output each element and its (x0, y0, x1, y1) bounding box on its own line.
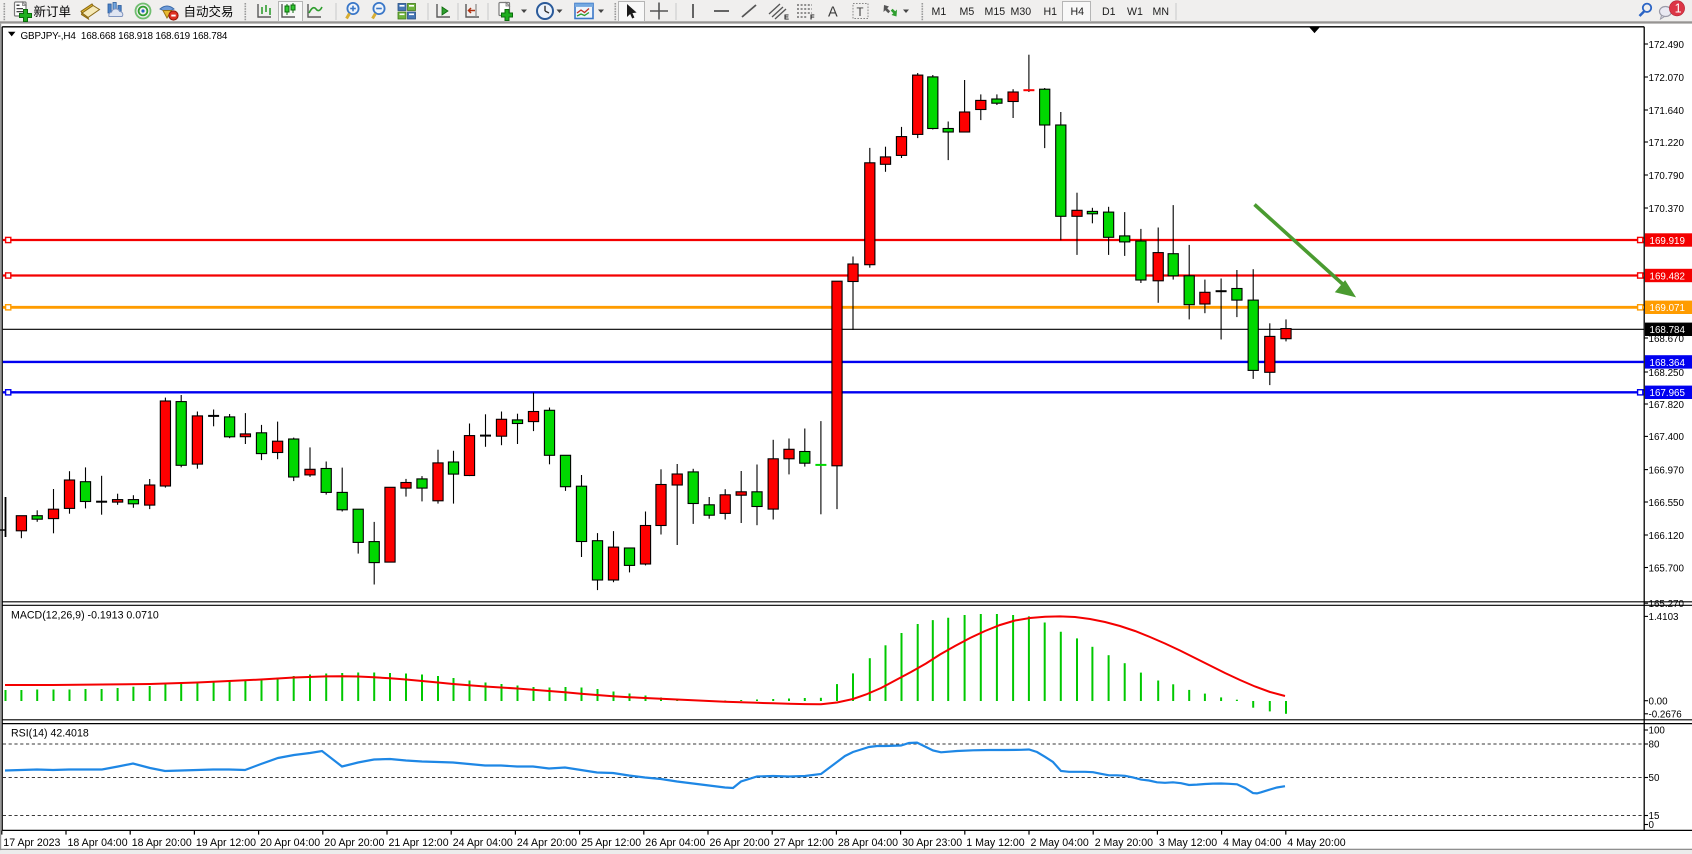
svg-text:2 May 04:00: 2 May 04:00 (1031, 837, 1089, 849)
svg-text:165.700: 165.700 (1649, 563, 1685, 574)
svg-text:15: 15 (1649, 811, 1660, 822)
svg-text:172.490: 172.490 (1649, 40, 1685, 51)
svg-text:1 May 12:00: 1 May 12:00 (966, 837, 1024, 849)
svg-text:0.00: 0.00 (1649, 696, 1669, 707)
svg-text:170.370: 170.370 (1649, 204, 1685, 215)
svg-text:166.550: 166.550 (1649, 498, 1685, 509)
svg-text:28 Apr 04:00: 28 Apr 04:00 (838, 837, 898, 849)
svg-text:1: 1 (1675, 2, 1682, 16)
svg-text:4 May 04:00: 4 May 04:00 (1223, 837, 1281, 849)
svg-text:24 Apr 20:00: 24 Apr 20:00 (517, 837, 577, 849)
svg-text:MN: MN (1153, 6, 1169, 18)
svg-text:166.120: 166.120 (1649, 531, 1685, 542)
svg-text:4 May 20:00: 4 May 20:00 (1287, 837, 1345, 849)
svg-text:169.919: 169.919 (1650, 236, 1685, 247)
svg-text:M15: M15 (985, 6, 1006, 18)
svg-text:M1: M1 (932, 6, 947, 18)
svg-text:18 Apr 04:00: 18 Apr 04:00 (68, 837, 128, 849)
svg-text:RSI(14) 42.4018: RSI(14) 42.4018 (11, 728, 89, 740)
svg-text:2 May 20:00: 2 May 20:00 (1095, 837, 1153, 849)
svg-text:167.820: 167.820 (1649, 400, 1685, 411)
svg-text:T: T (857, 7, 864, 19)
svg-text:1.4103: 1.4103 (1649, 612, 1680, 623)
svg-text:169.482: 169.482 (1650, 271, 1685, 282)
svg-text:168.250: 168.250 (1649, 368, 1685, 379)
svg-text:自动交易: 自动交易 (184, 4, 234, 19)
svg-text:-0.2676: -0.2676 (1649, 709, 1683, 720)
svg-text:169.071: 169.071 (1650, 303, 1685, 314)
svg-text:E: E (784, 13, 789, 22)
svg-text:166.970: 166.970 (1649, 465, 1685, 476)
svg-text:GBPJPY-,H4 168.668 168.918 16: GBPJPY-,H4 168.668 168.918 168.619 168.7… (21, 31, 228, 42)
svg-text:W1: W1 (1127, 6, 1143, 18)
svg-text:21 Apr 12:00: 21 Apr 12:00 (389, 837, 449, 849)
svg-text:170.790: 170.790 (1649, 171, 1685, 182)
svg-text:3 May 12:00: 3 May 12:00 (1159, 837, 1217, 849)
svg-text:24 Apr 04:00: 24 Apr 04:00 (453, 837, 513, 849)
svg-text:19 Apr 12:00: 19 Apr 12:00 (196, 837, 256, 849)
svg-text:H1: H1 (1044, 6, 1058, 18)
svg-text:26 Apr 04:00: 26 Apr 04:00 (645, 837, 705, 849)
svg-text:25 Apr 12:00: 25 Apr 12:00 (581, 837, 641, 849)
svg-text:18 Apr 20:00: 18 Apr 20:00 (132, 837, 192, 849)
svg-text:26 Apr 20:00: 26 Apr 20:00 (710, 837, 770, 849)
svg-text:新订单: 新订单 (34, 4, 72, 19)
svg-text:M5: M5 (960, 6, 975, 18)
svg-text:A: A (828, 5, 838, 21)
svg-text:27 Apr 12:00: 27 Apr 12:00 (774, 837, 834, 849)
svg-text:168.784: 168.784 (1650, 325, 1686, 336)
svg-text:M30: M30 (1011, 6, 1032, 18)
svg-text:30 Apr 23:00: 30 Apr 23:00 (902, 837, 962, 849)
svg-text:165.270: 165.270 (1649, 599, 1685, 610)
svg-text:168.364: 168.364 (1650, 358, 1686, 369)
svg-text:171.220: 171.220 (1649, 138, 1685, 149)
svg-text:20 Apr 20:00: 20 Apr 20:00 (324, 837, 384, 849)
svg-text:167.400: 167.400 (1649, 432, 1685, 443)
svg-text:H4: H4 (1071, 6, 1085, 18)
svg-text:MACD(12,26,9) -0.1913 0.0710: MACD(12,26,9) -0.1913 0.0710 (11, 610, 159, 622)
svg-text:80: 80 (1649, 740, 1660, 751)
svg-text:F: F (810, 13, 815, 22)
svg-text:D1: D1 (1102, 6, 1116, 18)
svg-text:172.070: 172.070 (1649, 73, 1685, 84)
svg-text:50: 50 (1649, 773, 1660, 784)
svg-text:167.965: 167.965 (1650, 388, 1686, 399)
svg-text:100: 100 (1649, 726, 1666, 737)
svg-text:20 Apr 04:00: 20 Apr 04:00 (260, 837, 320, 849)
svg-text:17 Apr 2023: 17 Apr 2023 (3, 837, 60, 849)
svg-text:0: 0 (1649, 820, 1655, 831)
svg-text:171.640: 171.640 (1649, 106, 1685, 117)
svg-text:168.670: 168.670 (1649, 334, 1685, 345)
